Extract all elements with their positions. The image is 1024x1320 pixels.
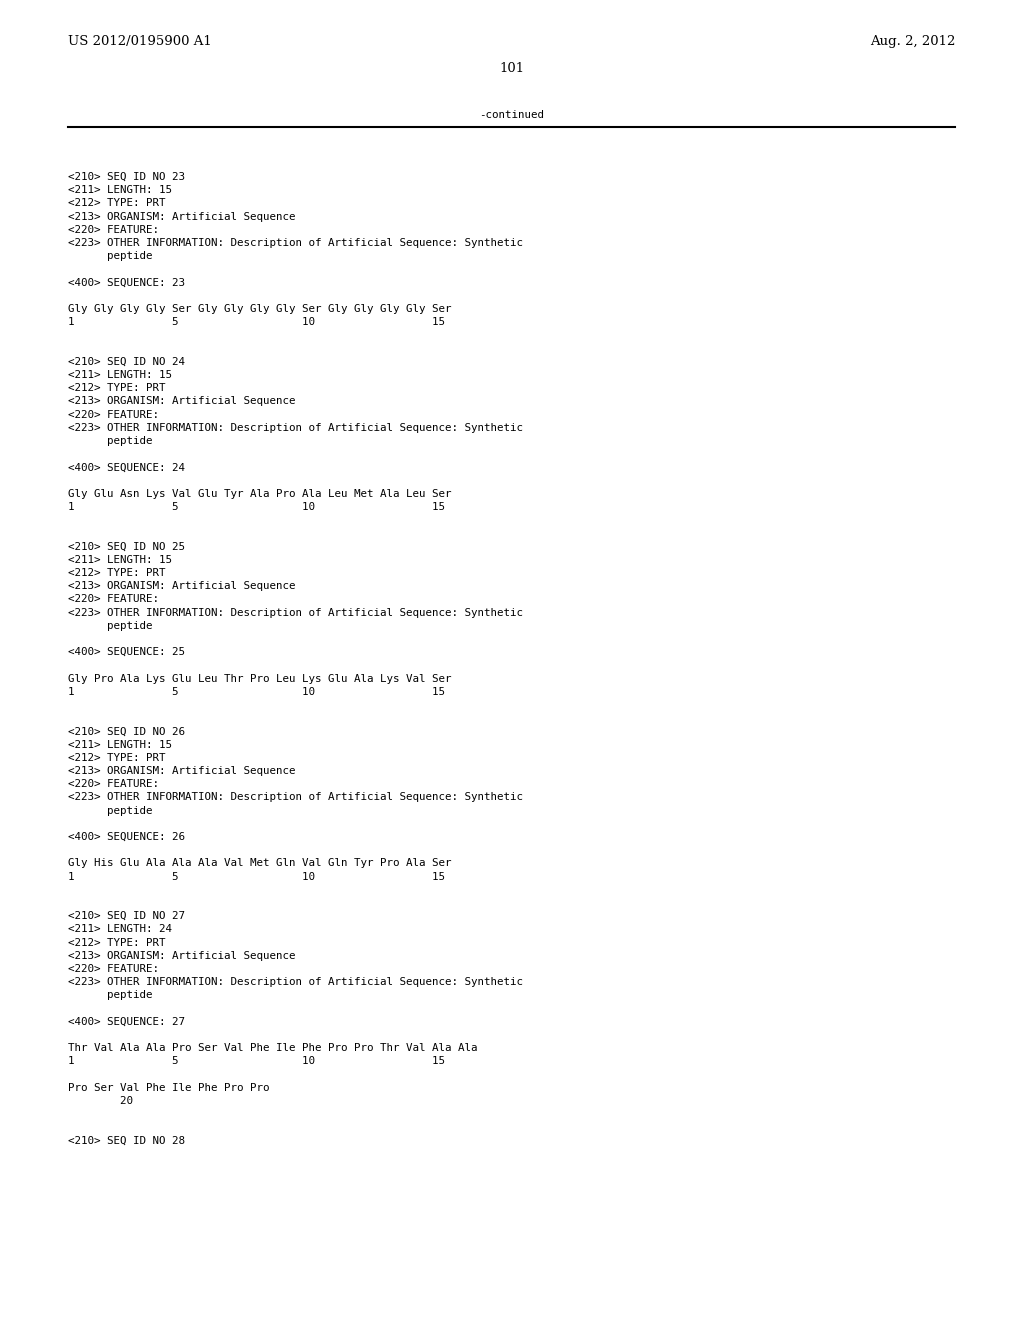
Text: <400> SEQUENCE: 24: <400> SEQUENCE: 24 (68, 462, 185, 473)
Text: peptide: peptide (68, 990, 153, 1001)
Text: peptide: peptide (68, 620, 153, 631)
Text: <220> FEATURE:: <220> FEATURE: (68, 409, 159, 420)
Text: <213> ORGANISM: Artificial Sequence: <213> ORGANISM: Artificial Sequence (68, 211, 296, 222)
Text: <223> OTHER INFORMATION: Description of Artificial Sequence: Synthetic: <223> OTHER INFORMATION: Description of … (68, 977, 523, 987)
Text: 1               5                   10                  15: 1 5 10 15 (68, 1056, 445, 1067)
Text: <212> TYPE: PRT: <212> TYPE: PRT (68, 383, 166, 393)
Text: <212> TYPE: PRT: <212> TYPE: PRT (68, 568, 166, 578)
Text: <212> TYPE: PRT: <212> TYPE: PRT (68, 752, 166, 763)
Text: Gly Gly Gly Gly Ser Gly Gly Gly Gly Ser Gly Gly Gly Gly Ser: Gly Gly Gly Gly Ser Gly Gly Gly Gly Ser … (68, 304, 452, 314)
Text: <220> FEATURE:: <220> FEATURE: (68, 224, 159, 235)
Text: Gly His Glu Ala Ala Ala Val Met Gln Val Gln Tyr Pro Ala Ser: Gly His Glu Ala Ala Ala Val Met Gln Val … (68, 858, 452, 869)
Text: peptide: peptide (68, 436, 153, 446)
Text: <223> OTHER INFORMATION: Description of Artificial Sequence: Synthetic: <223> OTHER INFORMATION: Description of … (68, 607, 523, 618)
Text: -continued: -continued (479, 110, 545, 120)
Text: peptide: peptide (68, 251, 153, 261)
Text: <212> TYPE: PRT: <212> TYPE: PRT (68, 198, 166, 209)
Text: <210> SEQ ID NO 24: <210> SEQ ID NO 24 (68, 356, 185, 367)
Text: <212> TYPE: PRT: <212> TYPE: PRT (68, 937, 166, 948)
Text: <213> ORGANISM: Artificial Sequence: <213> ORGANISM: Artificial Sequence (68, 766, 296, 776)
Text: <400> SEQUENCE: 27: <400> SEQUENCE: 27 (68, 1016, 185, 1027)
Text: Gly Glu Asn Lys Val Glu Tyr Ala Pro Ala Leu Met Ala Leu Ser: Gly Glu Asn Lys Val Glu Tyr Ala Pro Ala … (68, 488, 452, 499)
Text: Thr Val Ala Ala Pro Ser Val Phe Ile Phe Pro Pro Thr Val Ala Ala: Thr Val Ala Ala Pro Ser Val Phe Ile Phe … (68, 1043, 477, 1053)
Text: <220> FEATURE:: <220> FEATURE: (68, 594, 159, 605)
Text: <400> SEQUENCE: 23: <400> SEQUENCE: 23 (68, 277, 185, 288)
Text: <213> ORGANISM: Artificial Sequence: <213> ORGANISM: Artificial Sequence (68, 950, 296, 961)
Text: <211> LENGTH: 15: <211> LENGTH: 15 (68, 554, 172, 565)
Text: <400> SEQUENCE: 26: <400> SEQUENCE: 26 (68, 832, 185, 842)
Text: <400> SEQUENCE: 25: <400> SEQUENCE: 25 (68, 647, 185, 657)
Text: <210> SEQ ID NO 23: <210> SEQ ID NO 23 (68, 172, 185, 182)
Text: <210> SEQ ID NO 28: <210> SEQ ID NO 28 (68, 1135, 185, 1146)
Text: <211> LENGTH: 24: <211> LENGTH: 24 (68, 924, 172, 935)
Text: 20: 20 (68, 1096, 133, 1106)
Text: <210> SEQ ID NO 27: <210> SEQ ID NO 27 (68, 911, 185, 921)
Text: 101: 101 (500, 62, 524, 75)
Text: <211> LENGTH: 15: <211> LENGTH: 15 (68, 370, 172, 380)
Text: 1               5                   10                  15: 1 5 10 15 (68, 317, 445, 327)
Text: <211> LENGTH: 15: <211> LENGTH: 15 (68, 185, 172, 195)
Text: <210> SEQ ID NO 26: <210> SEQ ID NO 26 (68, 726, 185, 737)
Text: <213> ORGANISM: Artificial Sequence: <213> ORGANISM: Artificial Sequence (68, 396, 296, 407)
Text: <213> ORGANISM: Artificial Sequence: <213> ORGANISM: Artificial Sequence (68, 581, 296, 591)
Text: 1               5                   10                  15: 1 5 10 15 (68, 686, 445, 697)
Text: <220> FEATURE:: <220> FEATURE: (68, 779, 159, 789)
Text: US 2012/0195900 A1: US 2012/0195900 A1 (68, 36, 212, 48)
Text: 1               5                   10                  15: 1 5 10 15 (68, 871, 445, 882)
Text: <220> FEATURE:: <220> FEATURE: (68, 964, 159, 974)
Text: <223> OTHER INFORMATION: Description of Artificial Sequence: Synthetic: <223> OTHER INFORMATION: Description of … (68, 422, 523, 433)
Text: 1               5                   10                  15: 1 5 10 15 (68, 502, 445, 512)
Text: Gly Pro Ala Lys Glu Leu Thr Pro Leu Lys Glu Ala Lys Val Ser: Gly Pro Ala Lys Glu Leu Thr Pro Leu Lys … (68, 673, 452, 684)
Text: <223> OTHER INFORMATION: Description of Artificial Sequence: Synthetic: <223> OTHER INFORMATION: Description of … (68, 792, 523, 803)
Text: Aug. 2, 2012: Aug. 2, 2012 (869, 36, 955, 48)
Text: <223> OTHER INFORMATION: Description of Artificial Sequence: Synthetic: <223> OTHER INFORMATION: Description of … (68, 238, 523, 248)
Text: peptide: peptide (68, 805, 153, 816)
Text: <211> LENGTH: 15: <211> LENGTH: 15 (68, 739, 172, 750)
Text: Pro Ser Val Phe Ile Phe Pro Pro: Pro Ser Val Phe Ile Phe Pro Pro (68, 1082, 269, 1093)
Text: <210> SEQ ID NO 25: <210> SEQ ID NO 25 (68, 541, 185, 552)
